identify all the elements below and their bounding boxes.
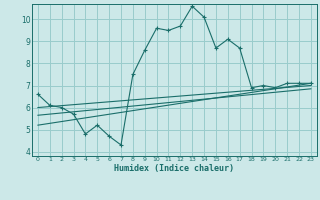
X-axis label: Humidex (Indice chaleur): Humidex (Indice chaleur) <box>115 164 234 173</box>
